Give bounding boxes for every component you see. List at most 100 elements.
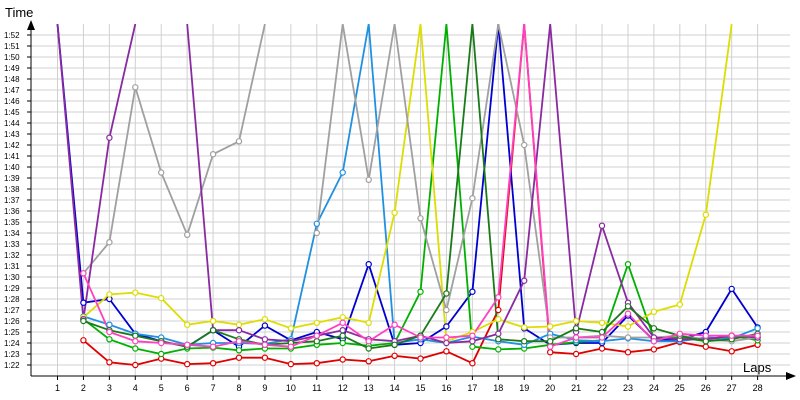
data-point-s7-lap8 — [235, 327, 243, 334]
data-point-s1-lap26 — [702, 343, 710, 350]
series-line-7 — [56, 24, 137, 321]
y-tick-label: 1:37 — [4, 196, 20, 205]
data-point-s9-lap22 — [598, 334, 606, 341]
x-tick-label: 16 — [441, 383, 451, 393]
data-point-s7-lap16 — [443, 339, 450, 347]
data-point-s4-lap3 — [106, 321, 113, 328]
y-tick-label: 1:30 — [4, 273, 20, 282]
x-tick-label: 13 — [364, 383, 374, 393]
data-point-s4-lap11 — [313, 220, 320, 227]
data-point-s5-lap8 — [235, 321, 243, 328]
data-point-s2-lap16 — [443, 323, 450, 330]
data-point-s8-lap22 — [598, 328, 606, 336]
data-point-s5-lap23 — [624, 323, 632, 330]
y-tick-label: 1:35 — [4, 218, 20, 227]
data-point-s8-lap11 — [313, 338, 320, 345]
x-tick-label: 26 — [701, 383, 711, 393]
data-point-s2-lap9 — [261, 322, 269, 329]
y-tick-label: 1:28 — [4, 295, 20, 304]
data-point-s2-lap13 — [365, 261, 372, 268]
data-point-s1-lap24 — [650, 346, 658, 353]
data-point-s5-lap12 — [339, 314, 346, 321]
data-point-s9-lap5 — [157, 339, 165, 347]
data-point-s1-lap2 — [80, 337, 87, 344]
y-tick-label: 1:22 — [4, 361, 20, 370]
x-tick-label: 17 — [467, 383, 477, 393]
data-point-s9-lap25 — [676, 330, 684, 337]
data-point-s9-lap15 — [417, 334, 424, 341]
x-tick-label: 24 — [649, 383, 659, 393]
y-tick-label: 1:24 — [4, 339, 20, 348]
x-tick-label: 15 — [416, 383, 426, 393]
x-tick-label: 12 — [338, 383, 348, 393]
data-point-s1-lap15 — [417, 355, 424, 362]
x-axis-title: Laps — [743, 360, 772, 375]
data-point-s9-lap9 — [261, 341, 269, 348]
data-point-s6-lap23 — [624, 334, 632, 341]
y-tick-label: 1:25 — [4, 328, 20, 337]
data-point-s1-lap9 — [261, 354, 269, 361]
data-point-s8-lap24 — [650, 325, 658, 332]
data-point-s9-lap26 — [702, 332, 710, 339]
markers — [80, 84, 761, 369]
x-tick-label: 9 — [262, 383, 267, 393]
y-tick-label: 1:49 — [4, 64, 20, 73]
data-point-s5-lap26 — [702, 211, 710, 218]
x-tick-label: 3 — [107, 383, 112, 393]
y-axis-arrow-icon — [27, 20, 35, 30]
x-tick-label: 27 — [727, 383, 737, 393]
y-tick-label: 1:44 — [4, 119, 20, 128]
data-point-s9-lap18 — [495, 294, 502, 301]
data-point-s6-lap15 — [417, 215, 424, 222]
data-point-s1-lap21 — [572, 350, 580, 358]
data-point-s4-lap12 — [339, 169, 346, 176]
x-tick-label: 1 — [55, 383, 60, 393]
data-point-s6-lap6 — [183, 231, 191, 238]
data-point-s6-lap17 — [469, 194, 476, 202]
data-point-s9-lap28 — [754, 332, 761, 339]
x-tick-label: 14 — [390, 383, 400, 393]
data-point-s8-lap26 — [702, 338, 710, 345]
data-point-s6-lap5 — [157, 169, 165, 176]
data-point-s2-lap2 — [80, 299, 87, 306]
data-point-s3-lap17 — [469, 343, 476, 350]
y-tick-label: 1:38 — [4, 185, 20, 194]
data-point-s8-lap4 — [132, 332, 139, 339]
data-point-s1-lap23 — [624, 349, 632, 356]
data-point-s8-lap12 — [339, 332, 346, 339]
data-point-s9-lap23 — [624, 310, 632, 317]
y-tick-label: 1:48 — [4, 75, 20, 84]
x-tick-label: 5 — [159, 383, 164, 393]
data-point-s1-lap8 — [235, 354, 243, 361]
data-point-s8-lap23 — [624, 303, 632, 310]
data-point-s1-lap20 — [547, 349, 554, 356]
data-point-s3-lap3 — [106, 336, 113, 343]
data-point-s5-lap4 — [132, 289, 139, 296]
data-point-s6-lap16 — [443, 306, 450, 314]
x-tick-label: 18 — [493, 383, 503, 393]
data-point-s3-lap8 — [235, 347, 243, 354]
y-tick-label: 1:33 — [4, 240, 20, 249]
data-point-s9-lap21 — [572, 334, 580, 341]
y-tick-label: 1:23 — [4, 350, 20, 359]
data-point-s5-lap22 — [598, 319, 606, 326]
x-tick-label: 19 — [519, 383, 529, 393]
x-tick-labels: 1 2 3 4 5 6 7 8 9 10 11 12 13 14 15 16 17 18 19 20 21 22 23 24 2… — [55, 383, 763, 393]
data-point-s1-lap11 — [313, 360, 320, 367]
data-point-s1-lap7 — [209, 360, 217, 367]
data-point-s3-lap4 — [132, 345, 139, 352]
data-point-s8-lap2 — [80, 317, 87, 325]
data-point-s5-lap11 — [313, 319, 320, 326]
data-point-s9-lap14 — [391, 321, 398, 328]
data-point-s6-lap19 — [521, 141, 528, 149]
data-point-s3-lap23 — [624, 261, 632, 268]
data-point-s1-lap16 — [443, 348, 450, 355]
data-point-s7-lap18 — [495, 330, 502, 337]
y-tick-label: 1:40 — [4, 163, 20, 172]
data-point-s2-lap17 — [469, 288, 476, 295]
grid — [27, 24, 790, 380]
data-point-s1-lap6 — [183, 360, 191, 368]
y-tick-label: 1:34 — [4, 229, 20, 238]
